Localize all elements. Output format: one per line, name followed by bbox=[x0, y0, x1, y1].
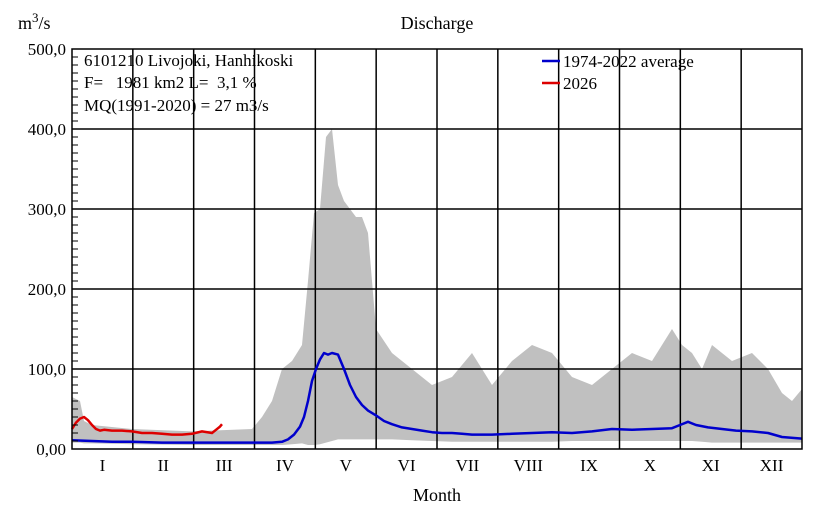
month-label: XII bbox=[760, 456, 784, 475]
month-label: VI bbox=[398, 456, 416, 475]
month-label: VII bbox=[456, 456, 480, 475]
y-tick-label: 200,0 bbox=[28, 280, 66, 299]
info-line-mq: MQ(1991-2020) = 27 m3/s bbox=[84, 96, 269, 115]
legend-label: 2026 bbox=[563, 74, 597, 93]
month-label: X bbox=[644, 456, 656, 475]
month-label: III bbox=[216, 456, 233, 475]
current-year-series-line bbox=[70, 415, 223, 436]
month-label: XI bbox=[702, 456, 720, 475]
grid-layer bbox=[72, 49, 802, 449]
y-tick-label: 0,00 bbox=[36, 440, 66, 459]
y-axis-label: m3/s bbox=[18, 10, 51, 33]
text-layer: Discharge m3/s Month 6101210 Livojoki, H… bbox=[18, 10, 473, 505]
month-label: V bbox=[340, 456, 353, 475]
month-label: II bbox=[158, 456, 170, 475]
y-axis-unit-rest: /s bbox=[39, 13, 51, 33]
y-tick-label: 500,0 bbox=[28, 40, 66, 59]
month-label: IX bbox=[580, 456, 598, 475]
month-label: VIII bbox=[514, 456, 544, 475]
y-tick-label: 100,0 bbox=[28, 360, 66, 379]
chart-title: Discharge bbox=[401, 13, 474, 33]
x-axis-label: Month bbox=[413, 485, 461, 505]
y-tick-label: 400,0 bbox=[28, 120, 66, 139]
info-line-area: F= 1981 km2 L= 3,1 % bbox=[84, 73, 257, 92]
month-label: I bbox=[100, 456, 106, 475]
month-label: IV bbox=[276, 456, 295, 475]
y-axis-unit-base: m bbox=[18, 13, 32, 33]
legend-label: 1974-2022 average bbox=[563, 52, 694, 71]
y-tick-label: 300,0 bbox=[28, 200, 66, 219]
info-line-station: 6101210 Livojoki, Hanhikoski bbox=[84, 51, 293, 70]
series-layer bbox=[70, 351, 803, 444]
average-series-line bbox=[71, 351, 803, 444]
y-axis-unit-superscript: 3 bbox=[32, 10, 39, 25]
legend: 1974-2022 average 2026 bbox=[542, 52, 694, 93]
